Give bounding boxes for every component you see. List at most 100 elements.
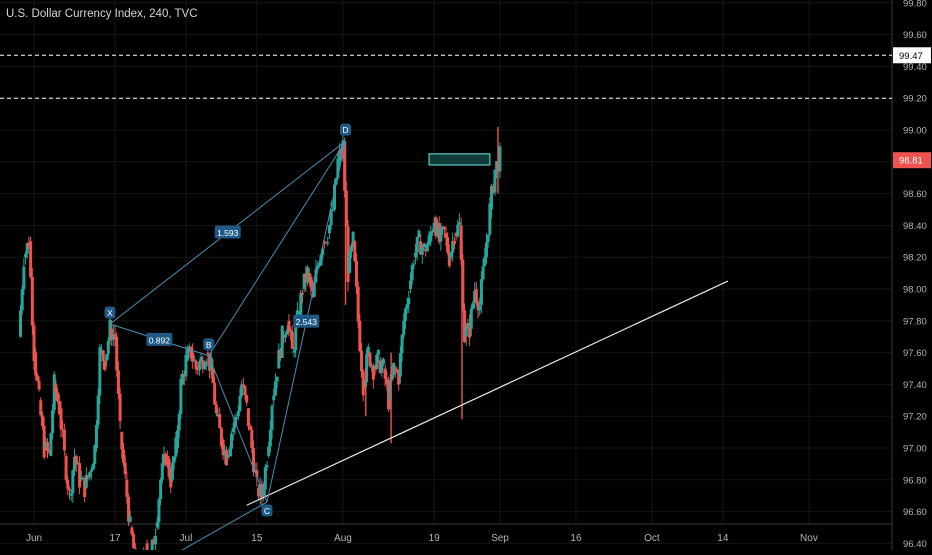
candle-body (165, 455, 169, 459)
y-tick-label: 98.40 (903, 221, 927, 232)
candle-body (329, 209, 333, 226)
candle-body (125, 479, 129, 497)
candle-body (100, 350, 104, 353)
pattern-point-bg (104, 306, 116, 319)
candle-body (341, 140, 345, 155)
candle-body (349, 245, 353, 252)
candle-body (169, 476, 173, 488)
candle-body (398, 353, 402, 377)
candle-body (430, 231, 434, 233)
pattern-point-bg (203, 338, 215, 351)
candle-body (273, 381, 277, 396)
candle-body (486, 234, 490, 243)
candle-body (268, 429, 272, 447)
y-tick-label: 96.80 (903, 475, 927, 486)
candle-body (159, 479, 163, 500)
y-tick-label: 97.60 (903, 348, 927, 359)
candle-body (118, 393, 122, 422)
candle-body (311, 287, 315, 292)
candle-body (322, 241, 326, 243)
candle-body (39, 400, 43, 416)
candle-body (378, 360, 382, 373)
candle-body (351, 231, 355, 246)
candle-body (218, 414, 222, 429)
candle-body (167, 458, 171, 477)
candle-body (24, 253, 28, 258)
y-tick-label: 98.20 (903, 253, 927, 264)
level-badge (893, 47, 931, 64)
candle-body (478, 305, 482, 311)
candle-body (157, 499, 161, 523)
candle-body (209, 357, 213, 371)
candle-body (253, 470, 257, 473)
candle-body (292, 350, 296, 353)
candle-body (327, 225, 331, 234)
candle-body (385, 378, 389, 384)
candle-body (192, 360, 196, 362)
candle-body (121, 449, 125, 463)
candle-body (214, 404, 218, 414)
candle-body (84, 475, 88, 488)
pattern-point-bg (261, 504, 273, 517)
candle-body (493, 169, 497, 193)
candle-body (393, 368, 397, 370)
candle-body (319, 254, 323, 266)
candle-body (81, 477, 85, 479)
candle-body (321, 248, 325, 255)
candle-body (419, 241, 423, 255)
candle-body (52, 374, 56, 411)
pattern-point-label: C (264, 506, 270, 516)
candle-body (98, 347, 102, 396)
candle-body (294, 325, 298, 351)
candle-body (67, 488, 71, 491)
candle-body (213, 382, 217, 405)
candle-body (410, 265, 414, 281)
candle-body (162, 453, 166, 464)
candle-body (285, 329, 289, 335)
candle-body (354, 261, 358, 287)
candle-body (491, 185, 495, 193)
candle-body (343, 145, 347, 191)
x-tick-label: 17 (109, 533, 121, 544)
candle-body (69, 493, 73, 496)
candle-body (333, 184, 337, 210)
candle-body (278, 349, 282, 359)
candle-body (20, 289, 24, 311)
candle-body (228, 448, 232, 456)
candle-body (392, 362, 396, 376)
candle-body (248, 426, 252, 430)
candle-body (128, 516, 132, 522)
candle-body (400, 335, 404, 354)
level-badge-label: 99.47 (899, 51, 923, 62)
candle-body (456, 224, 460, 237)
candle-body (338, 150, 342, 162)
candle-body (76, 463, 80, 465)
candle-body (241, 384, 245, 387)
candle-body (226, 455, 230, 457)
candle-body (395, 369, 399, 373)
candle-body (473, 290, 477, 304)
chart-title: U.S. Dollar Currency Index, 240, TVC (6, 8, 198, 20)
candle-body (34, 352, 38, 376)
candle-body (79, 478, 83, 480)
candle-body (40, 415, 44, 427)
candle-body (427, 235, 431, 245)
candle-body (474, 289, 478, 303)
pattern-leg (208, 140, 346, 357)
candle-body (422, 243, 426, 248)
candle-body (346, 226, 350, 283)
candle-body (471, 303, 475, 309)
candle-body (106, 340, 110, 355)
candle-body (490, 185, 494, 210)
candle-body (62, 429, 66, 451)
candle-body (235, 416, 239, 418)
candle-body (133, 548, 137, 550)
candle-body (388, 380, 392, 401)
candle-body (251, 448, 255, 473)
candle-body (203, 366, 207, 370)
candle-body (360, 351, 364, 372)
candle-body (108, 319, 112, 341)
candle-body (434, 217, 438, 236)
candle-body (403, 308, 407, 321)
